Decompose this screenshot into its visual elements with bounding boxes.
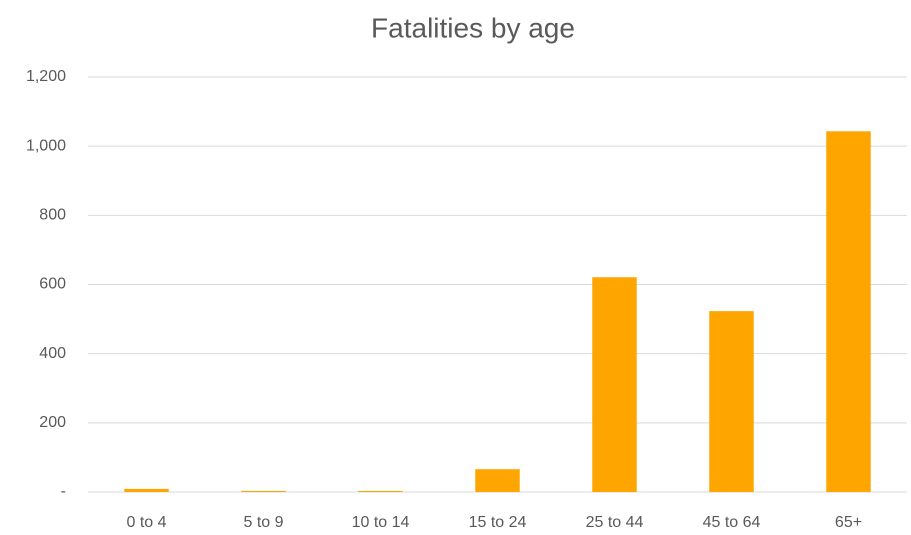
bar — [709, 311, 754, 492]
x-tick-label: 10 to 14 — [352, 514, 410, 531]
y-tick-label: 400 — [39, 345, 66, 362]
x-tick-label: 45 to 64 — [703, 514, 761, 531]
x-tick-label: 65+ — [835, 514, 862, 531]
y-tick-label: 600 — [39, 276, 66, 293]
bar — [826, 131, 871, 492]
y-tick-label: 200 — [39, 414, 66, 431]
bar — [241, 490, 286, 492]
x-tick-label: 5 to 9 — [243, 514, 283, 531]
bar — [124, 488, 169, 492]
chart-title: Fatalities by age — [371, 12, 575, 43]
x-tick-label: 25 to 44 — [586, 514, 644, 531]
y-tick-label: 1,200 — [26, 68, 66, 85]
x-tick-label: 15 to 24 — [469, 514, 527, 531]
y-tick-label: 1,000 — [26, 137, 66, 154]
y-tick-label: - — [61, 483, 66, 500]
bar — [475, 469, 520, 492]
y-tick-label: 800 — [39, 207, 66, 224]
bar — [592, 277, 637, 492]
bar — [358, 490, 403, 492]
x-tick-label: 0 to 4 — [126, 514, 166, 531]
